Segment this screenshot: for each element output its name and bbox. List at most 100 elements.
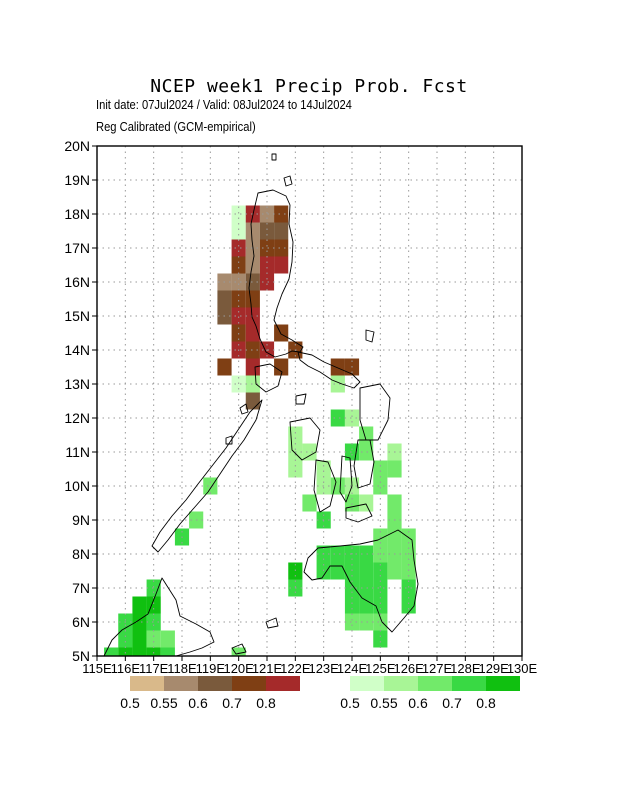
prob-cell bbox=[274, 222, 289, 240]
lat-label: 18N bbox=[64, 206, 90, 222]
color-legends: 0.5 0.55 0.6 0.7 0.8 0.5 0.55 0.6 0.7 0.8 bbox=[120, 676, 520, 711]
lat-label: 9N bbox=[72, 512, 90, 528]
prob-cell bbox=[274, 205, 289, 223]
dry-legend-swatch bbox=[266, 676, 300, 691]
prob-cell bbox=[203, 477, 218, 495]
prob-cell bbox=[359, 494, 374, 512]
prob-cell bbox=[245, 324, 260, 342]
prob-cell bbox=[231, 205, 246, 223]
prob-cell bbox=[344, 613, 360, 631]
lat-label: 15N bbox=[64, 308, 90, 324]
prob-cell bbox=[373, 630, 388, 648]
prob-cell bbox=[330, 375, 345, 393]
wet-legend-label: 0.7 bbox=[442, 695, 462, 711]
probability-cells bbox=[104, 205, 416, 656]
prob-cell bbox=[373, 596, 388, 614]
lat-label: 16N bbox=[64, 274, 90, 290]
forecast-dates: Init date: 07Jul2024 / Valid: 08Jul2024 … bbox=[96, 97, 352, 112]
lon-label: 117E bbox=[139, 661, 169, 676]
prob-cell bbox=[146, 613, 161, 631]
lon-label: 118E bbox=[167, 661, 197, 676]
prob-cell bbox=[231, 273, 246, 291]
prob-cell bbox=[373, 460, 388, 478]
prob-cell bbox=[104, 647, 119, 656]
prob-cell bbox=[316, 460, 331, 478]
prob-cell bbox=[274, 358, 289, 376]
prob-cell bbox=[288, 426, 303, 444]
prob-cell bbox=[245, 256, 260, 274]
prob-cell bbox=[401, 579, 416, 597]
wet-legend-label: 0.8 bbox=[476, 695, 496, 711]
prob-cell bbox=[245, 290, 260, 308]
dry-legend-label: 0.5 bbox=[120, 695, 140, 711]
wet-legend-swatch bbox=[384, 676, 418, 691]
wet-legend-swatch bbox=[452, 676, 486, 691]
dry-legend-label: 0.6 bbox=[188, 695, 208, 711]
prob-cell bbox=[373, 579, 388, 597]
prob-cell bbox=[274, 324, 289, 342]
graticule bbox=[97, 146, 522, 656]
lat-label: 8N bbox=[72, 546, 90, 562]
dry-legend-swatch bbox=[130, 676, 164, 691]
prob-cell bbox=[259, 273, 275, 291]
lon-label: 115E bbox=[82, 661, 112, 676]
prob-cell bbox=[359, 426, 374, 444]
prob-cell bbox=[359, 579, 374, 597]
lat-label: 7N bbox=[72, 580, 90, 596]
wet-legend-swatch bbox=[350, 676, 384, 691]
prob-cell bbox=[259, 239, 275, 257]
lat-label: 20N bbox=[64, 138, 90, 154]
lat-label: 11N bbox=[65, 444, 90, 460]
prob-cell bbox=[359, 613, 374, 631]
prob-cell bbox=[245, 307, 260, 325]
prob-cell bbox=[259, 205, 275, 223]
prob-cell bbox=[132, 630, 147, 648]
prob-cell bbox=[217, 290, 232, 308]
calibration-method: Reg Calibrated (GCM-empirical) bbox=[96, 119, 256, 134]
lat-label: 5N bbox=[72, 648, 90, 664]
prob-cell bbox=[359, 562, 374, 580]
prob-cell bbox=[118, 630, 133, 648]
dry-legend-swatch bbox=[232, 676, 266, 691]
coastlines bbox=[103, 153, 419, 657]
prob-cell bbox=[387, 460, 402, 478]
wet-legend-label: 0.5 bbox=[340, 695, 360, 711]
prob-cell bbox=[146, 630, 161, 648]
prob-cell bbox=[387, 562, 402, 580]
wet-legend-label: 0.55 bbox=[370, 695, 397, 711]
prob-cell bbox=[160, 647, 175, 656]
prob-cell bbox=[245, 222, 260, 240]
lat-label: 14N bbox=[64, 342, 90, 358]
prob-cell bbox=[302, 494, 317, 512]
prob-cell bbox=[344, 409, 360, 427]
dry-legend-swatch bbox=[164, 676, 198, 691]
prob-cell bbox=[373, 613, 388, 631]
wet-legend-swatch bbox=[418, 676, 452, 691]
dry-legend-label: 0.7 bbox=[222, 695, 242, 711]
prob-cell bbox=[259, 222, 275, 240]
map-frame bbox=[96, 145, 523, 657]
prob-cell bbox=[245, 341, 260, 359]
prob-cell bbox=[160, 630, 175, 648]
prob-cell bbox=[231, 256, 246, 274]
prob-cell bbox=[146, 579, 161, 597]
prob-cell bbox=[344, 596, 360, 614]
lon-label: 121E bbox=[252, 661, 283, 676]
prob-cell bbox=[330, 409, 345, 427]
lat-label: 13N bbox=[64, 376, 90, 392]
lat-label: 19N bbox=[64, 172, 90, 188]
map-axes: 5N 6N 7N 8N 9N 10N 11N 12N 13N 14N 15N 16N 17N 18N 19N… bbox=[64, 138, 537, 676]
prob-cell bbox=[274, 239, 289, 257]
prob-cell bbox=[330, 358, 345, 376]
lon-label: 127E bbox=[422, 661, 453, 676]
prob-cell bbox=[344, 579, 360, 597]
dry-legend-label: 0.8 bbox=[256, 695, 276, 711]
lon-label: 124E bbox=[337, 661, 368, 676]
lon-label: 126E bbox=[393, 661, 424, 676]
prob-cell bbox=[274, 256, 289, 274]
map-title: NCEP week1 Precip Prob. Fcst bbox=[150, 76, 468, 97]
lon-label: 122E bbox=[280, 661, 311, 676]
prob-cell bbox=[245, 375, 260, 393]
prob-cell bbox=[231, 307, 246, 325]
